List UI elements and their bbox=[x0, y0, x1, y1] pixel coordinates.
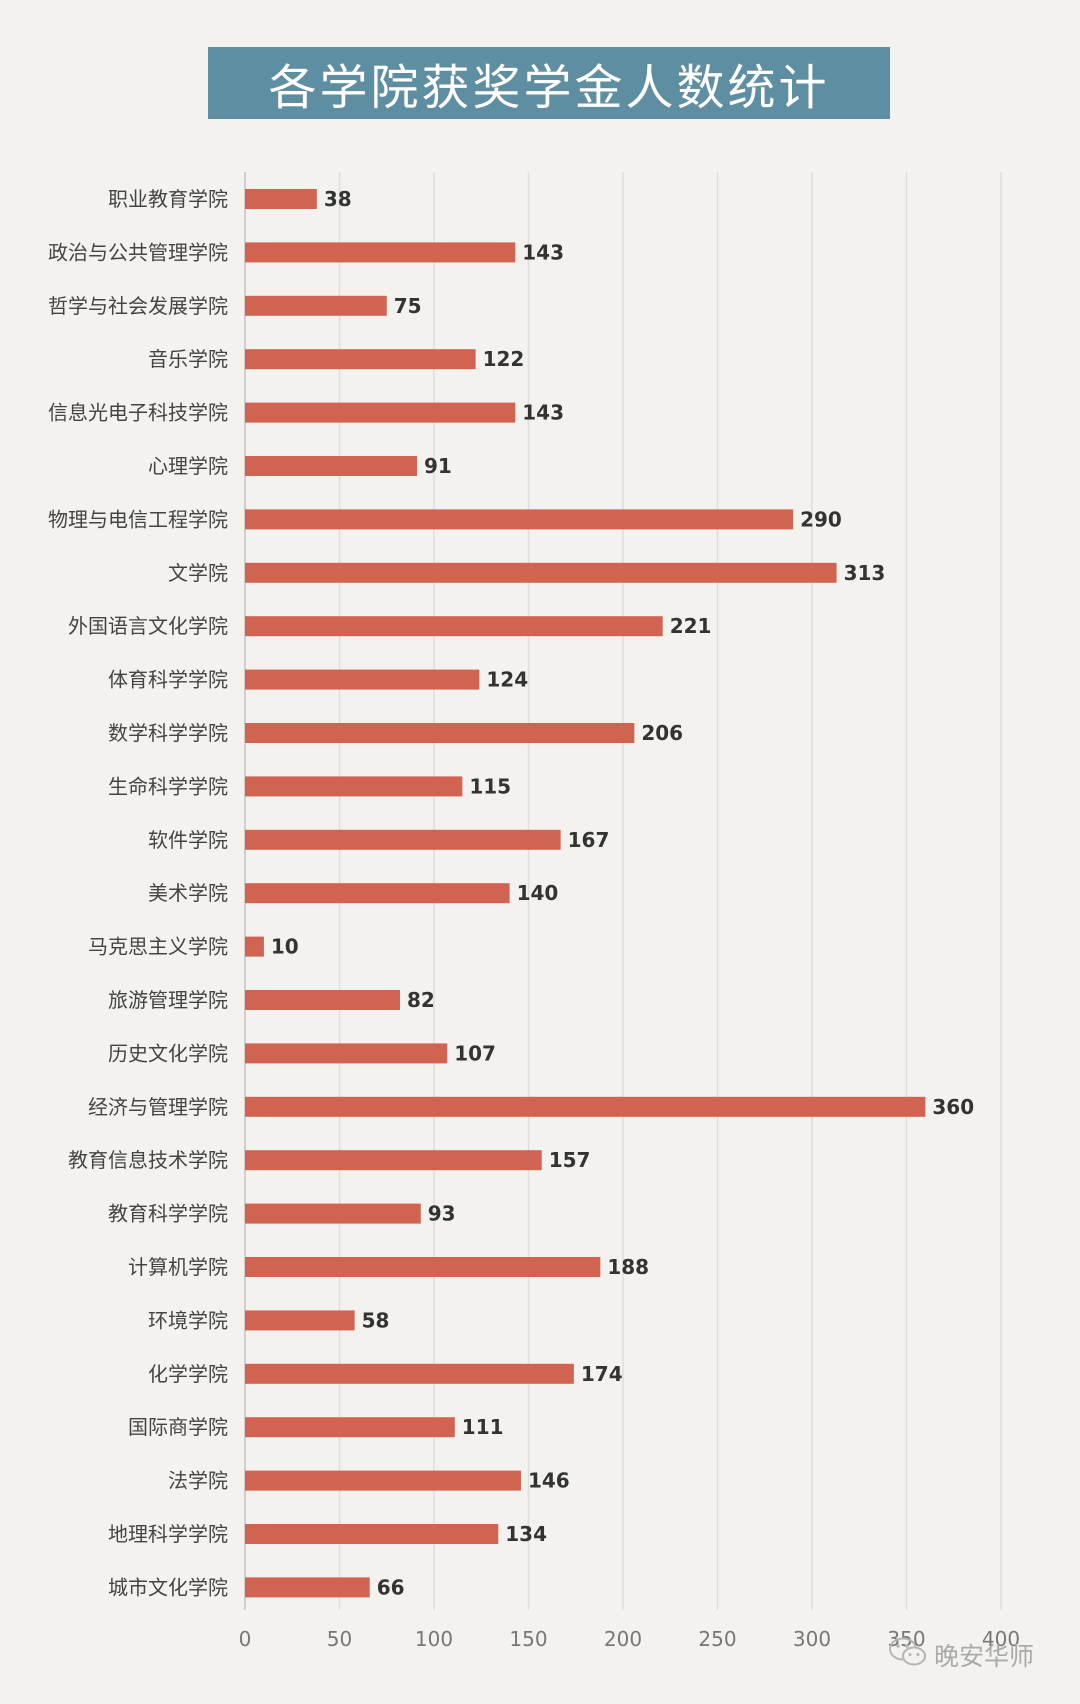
category-label: 城市文化学院 bbox=[108, 1575, 228, 1599]
value-label: 143 bbox=[522, 401, 564, 425]
category-label: 生命科学学院 bbox=[108, 774, 228, 798]
value-label: 360 bbox=[932, 1095, 974, 1119]
value-label: 143 bbox=[522, 240, 564, 264]
category-label: 物理与电信工程学院 bbox=[48, 507, 228, 531]
category-label: 法学院 bbox=[168, 1469, 228, 1493]
bar bbox=[245, 1150, 542, 1171]
watermark: 晚安华师 bbox=[888, 1633, 1034, 1677]
value-label: 111 bbox=[462, 1415, 504, 1439]
bar bbox=[245, 242, 516, 263]
value-label: 91 bbox=[424, 454, 452, 478]
bar bbox=[245, 669, 480, 690]
value-label: 38 bbox=[324, 187, 352, 211]
bar bbox=[245, 1203, 421, 1224]
value-label: 75 bbox=[394, 294, 422, 318]
chart-title: 各学院获奖学金人数统计 bbox=[208, 47, 890, 119]
category-label: 数学科学学院 bbox=[108, 721, 228, 745]
bar bbox=[245, 990, 400, 1010]
bar bbox=[245, 189, 317, 209]
category-label: 国际商学院 bbox=[128, 1415, 228, 1439]
tick-label: 0 bbox=[239, 1627, 252, 1651]
tick-label: 300 bbox=[793, 1627, 831, 1651]
bar bbox=[245, 402, 516, 423]
category-label: 音乐学院 bbox=[148, 347, 228, 371]
bar bbox=[245, 1310, 355, 1331]
bar bbox=[245, 1257, 601, 1277]
category-label: 地理科学学院 bbox=[108, 1522, 228, 1546]
category-label: 经济与管理学院 bbox=[88, 1095, 228, 1119]
category-label: 马克思主义学院 bbox=[88, 935, 228, 959]
value-label: 124 bbox=[486, 668, 528, 692]
category-label: 心理学院 bbox=[148, 454, 228, 478]
watermark-text: 晚安华师 bbox=[934, 1642, 1035, 1671]
category-label: 政治与公共管理学院 bbox=[48, 240, 228, 264]
category-label: 教育科学学院 bbox=[108, 1202, 228, 1226]
category-label: 文学院 bbox=[168, 561, 228, 585]
bar bbox=[245, 562, 837, 583]
category-label: 计算机学院 bbox=[128, 1255, 228, 1279]
value-label: 93 bbox=[428, 1202, 456, 1226]
category-label: 外国语言文化学院 bbox=[68, 614, 228, 638]
value-label: 313 bbox=[844, 561, 886, 585]
wechat-icon bbox=[888, 1635, 928, 1675]
tick-label: 200 bbox=[604, 1627, 642, 1651]
tick-label: 400 bbox=[982, 1627, 1020, 1651]
value-label: 221 bbox=[670, 614, 712, 638]
tick-label: 250 bbox=[698, 1627, 736, 1651]
value-label: 140 bbox=[517, 881, 559, 905]
bar bbox=[245, 1470, 521, 1491]
bar bbox=[245, 883, 510, 904]
bar bbox=[245, 1096, 926, 1117]
tick-label: 50 bbox=[327, 1627, 352, 1651]
value-label: 167 bbox=[568, 828, 610, 852]
value-label: 122 bbox=[483, 347, 525, 371]
bars bbox=[245, 189, 926, 1598]
bar bbox=[245, 1524, 499, 1544]
value-label: 115 bbox=[469, 774, 511, 798]
value-label: 188 bbox=[607, 1255, 649, 1279]
bar bbox=[245, 1043, 448, 1064]
value-label: 82 bbox=[407, 988, 435, 1012]
category-label: 信息光电子科技学院 bbox=[48, 401, 228, 425]
value-label: 157 bbox=[549, 1148, 591, 1172]
category-label: 职业教育学院 bbox=[108, 187, 228, 211]
tick-label: 100 bbox=[415, 1627, 453, 1651]
bar bbox=[245, 349, 476, 370]
category-label: 环境学院 bbox=[148, 1308, 228, 1332]
value-label: 174 bbox=[581, 1362, 623, 1386]
bar bbox=[245, 936, 264, 957]
value-label: 134 bbox=[505, 1522, 547, 1546]
value-label: 10 bbox=[271, 935, 299, 959]
value-label: 206 bbox=[641, 721, 683, 745]
category-label: 历史文化学院 bbox=[108, 1041, 228, 1065]
bar bbox=[245, 1363, 574, 1384]
bar bbox=[245, 509, 794, 530]
value-label: 146 bbox=[528, 1469, 570, 1493]
bar bbox=[245, 1417, 455, 1438]
bar bbox=[245, 776, 463, 797]
value-label: 66 bbox=[377, 1575, 405, 1599]
bar bbox=[245, 829, 561, 850]
value-label: 290 bbox=[800, 507, 842, 531]
category-label: 化学学院 bbox=[148, 1362, 228, 1386]
category-label: 教育信息技术学院 bbox=[68, 1148, 228, 1172]
bar bbox=[245, 616, 663, 637]
bar bbox=[245, 1577, 370, 1598]
category-label: 软件学院 bbox=[148, 828, 228, 852]
category-label: 美术学院 bbox=[148, 881, 228, 905]
value-label: 58 bbox=[362, 1308, 390, 1332]
category-label: 体育科学学院 bbox=[108, 668, 228, 692]
bar bbox=[245, 456, 417, 476]
bar bbox=[245, 295, 387, 316]
bar bbox=[245, 723, 635, 743]
value-label: 107 bbox=[454, 1041, 496, 1065]
tick-label: 150 bbox=[509, 1627, 547, 1651]
category-label: 哲学与社会发展学院 bbox=[48, 294, 228, 318]
category-label: 旅游管理学院 bbox=[108, 988, 228, 1012]
